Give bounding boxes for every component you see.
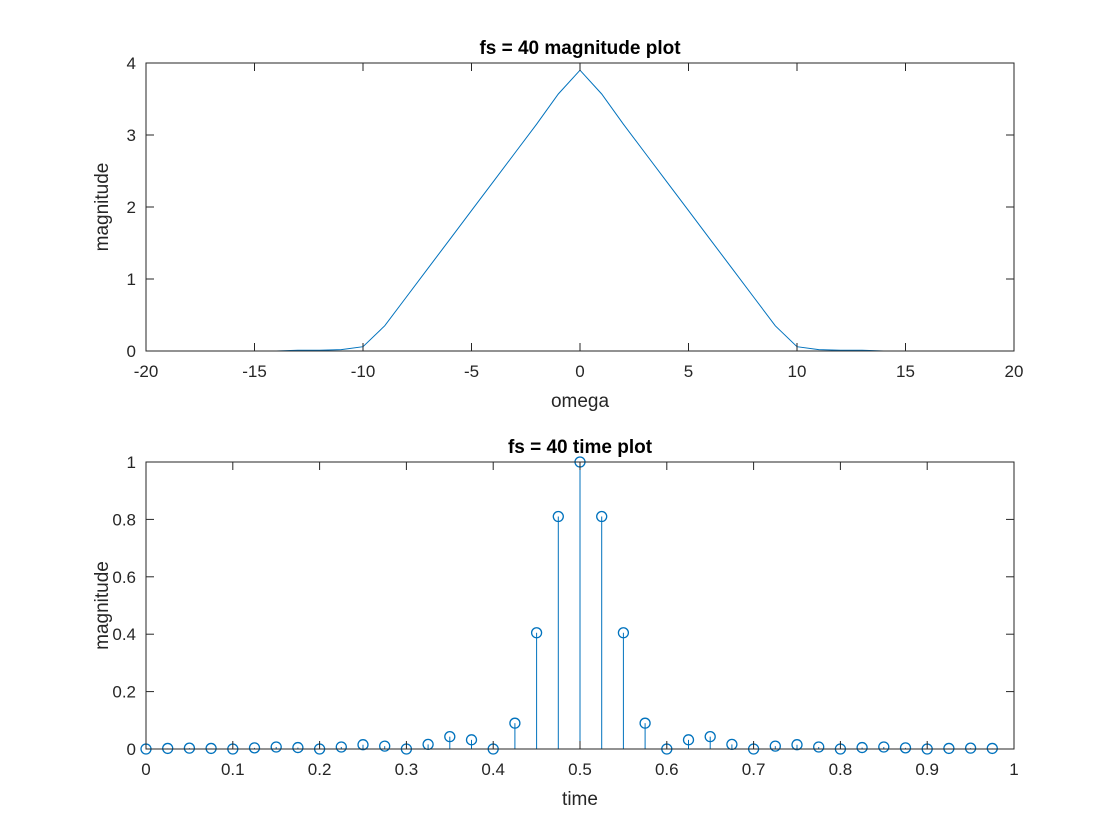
time-plot-marker	[943, 742, 955, 755]
time-plot-x-tick-label: 0.5	[568, 760, 592, 779]
time-plot-marker	[379, 740, 391, 752]
time-plot-ticks: 0 0.1 0.2 0.3 0.4 0.5 0.6 0.7 0.8 0.9 1 0 0.2 0.4 0.6 0…	[112, 453, 1018, 779]
time-plot-marker	[444, 731, 456, 743]
time-plot-marker	[791, 739, 803, 751]
magnitude-plot-x-tick-label: -10	[351, 362, 376, 381]
time-plot-marker	[769, 740, 781, 752]
magnitude-plot-y-tick-label: 3	[127, 126, 136, 145]
magnitude-plot-x-tick-label: -20	[134, 362, 159, 381]
time-plot-x-tick-label: 0.7	[742, 760, 766, 779]
time-plot-marker	[357, 739, 369, 751]
magnitude-plot-x-axis-label: omega	[551, 391, 610, 412]
time-plot-marker	[639, 717, 651, 729]
magnitude-plot-ticks: -20 -15 -10 -5 0 5 10 15 20 0 1 2 3 4	[127, 54, 1024, 381]
time-plot-y-tick-label: 0.6	[112, 568, 136, 587]
magnitude-plot-y-axis-label: magnitude	[92, 163, 113, 252]
time-plot-marker	[552, 510, 564, 523]
time-plot-marker	[964, 742, 977, 754]
magnitude-plot-x-tick-label: 20	[1005, 362, 1024, 381]
magnitude-plot-x-tick-label: -15	[242, 362, 267, 381]
time-plot-y-tick-label: 1	[127, 453, 136, 472]
time-plot-x-tick-label: 0.1	[221, 760, 245, 779]
magnitude-plot-x-tick-label: -5	[464, 362, 479, 381]
time-plot-y-tick-label: 0.8	[112, 510, 136, 529]
time-plot-x-tick-label: 0.9	[915, 760, 939, 779]
time-plot-x-tick-label: 0.3	[395, 760, 419, 779]
magnitude-plot-y-tick-label: 1	[127, 270, 136, 289]
magnitude-plot-axes: -20 -15 -10 -5 0 5 10 15 20 0 1 2 3 4 fs = 40 magnitu…	[92, 38, 1023, 412]
time-plot-marker	[162, 742, 174, 755]
time-plot-marker	[205, 742, 217, 755]
time-plot-x-tick-label: 0	[141, 760, 150, 779]
time-plot-title: fs = 40 time plot	[508, 437, 653, 458]
time-plot-y-axis-label: magnitude	[92, 561, 113, 650]
time-plot-marker	[465, 734, 478, 746]
magnitude-plot-x-tick-label: 5	[684, 362, 693, 381]
time-plot-axes: 0 0.1 0.2 0.3 0.4 0.5 0.6 0.7 0.8 0.9 1 0 0.2 0.4 0.6 0…	[92, 437, 1019, 810]
time-plot-marker	[899, 742, 912, 754]
time-plot-marker	[248, 742, 261, 754]
time-plot-marker	[682, 734, 695, 746]
magnitude-plot-x-tick-label: 10	[788, 362, 807, 381]
time-plot-marker	[183, 742, 196, 754]
time-plot-y-tick-label: 0.2	[112, 683, 136, 702]
time-plot-marker	[617, 627, 630, 639]
time-plot-marker	[335, 741, 347, 753]
time-plot-x-tick-label: 0.6	[655, 760, 679, 779]
time-plot-marker	[878, 741, 890, 753]
time-plot-marker	[704, 731, 716, 743]
time-plot-marker	[813, 741, 825, 753]
magnitude-plot-y-tick-label: 0	[127, 342, 136, 361]
magnitude-plot-x-tick-label: 15	[896, 362, 915, 381]
time-plot-marker	[270, 741, 282, 753]
time-plot-marker	[292, 741, 304, 754]
time-plot-x-axis-label: time	[562, 789, 598, 810]
magnitude-plot-y-tick-label: 2	[127, 198, 136, 217]
time-plot-x-tick-label: 0.2	[308, 760, 332, 779]
magnitude-plot-y-tick-label: 4	[127, 54, 136, 73]
time-plot-marker	[530, 627, 543, 639]
time-plot-marker	[986, 742, 998, 755]
time-plot-marker	[509, 717, 521, 729]
magnitude-plot-title: fs = 40 magnitude plot	[479, 38, 681, 59]
time-plot-x-tick-label: 0.4	[481, 760, 505, 779]
time-plot-y-tick-label: 0.4	[112, 625, 136, 644]
time-plot-marker	[856, 741, 868, 754]
time-plot-x-tick-label: 1	[1009, 760, 1018, 779]
time-plot-marker	[596, 510, 608, 523]
time-plot-x-tick-label: 0.8	[829, 760, 853, 779]
magnitude-plot-x-tick-label: 0	[575, 362, 584, 381]
time-plot-y-tick-label: 0	[127, 740, 136, 759]
